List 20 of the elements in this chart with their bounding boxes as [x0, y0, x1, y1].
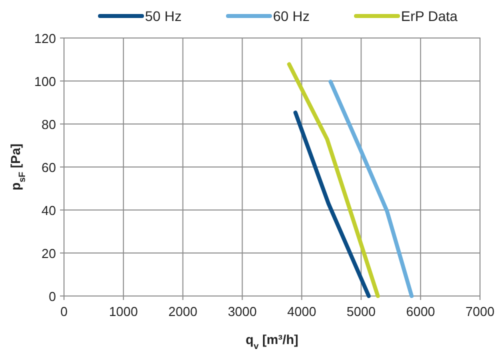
y-tick-label: 60: [42, 160, 56, 175]
line-series: [328, 80, 414, 298]
x-tick-label: 6000: [406, 304, 436, 319]
x-tick-label: 2000: [168, 304, 198, 319]
y-tick-label: 120: [34, 31, 56, 46]
y-tick-label: 20: [42, 246, 56, 261]
legend-label: 60 Hz: [273, 8, 310, 24]
x-tick-label: 3000: [228, 304, 257, 319]
y-tick-label: 100: [34, 74, 56, 89]
x-tick-label: 5000: [346, 304, 376, 319]
y-tick-label: 0: [48, 289, 56, 304]
x-tick-label: 7000: [466, 304, 494, 319]
x-tick-label: 4000: [287, 304, 316, 319]
y-tick-label: 40: [42, 203, 56, 218]
x-tick-label: 1000: [108, 304, 138, 319]
x-tick-label: 0: [60, 304, 68, 319]
x-axis-title: q$_{v}$ [m³/h]: [246, 332, 298, 351]
legend-label: 50 Hz: [145, 8, 182, 24]
y-tick-label: 80: [42, 117, 56, 132]
legend-label: ErP Data: [401, 8, 458, 24]
